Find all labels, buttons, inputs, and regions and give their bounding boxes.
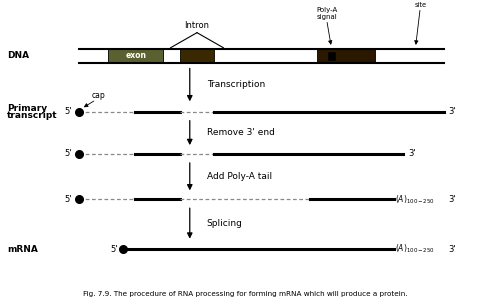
Text: Intron: Intron (184, 21, 210, 30)
Text: $(A)_{100-250}$: $(A)_{100-250}$ (395, 193, 435, 205)
Text: Splicing: Splicing (207, 219, 243, 228)
Text: 3': 3' (448, 245, 456, 253)
Text: 5': 5' (65, 195, 72, 204)
Text: mRNA: mRNA (7, 245, 38, 253)
Text: 3': 3' (448, 107, 456, 116)
Text: DNA: DNA (7, 51, 29, 60)
Text: 3': 3' (408, 149, 416, 159)
Text: $(A)_{100-250}$: $(A)_{100-250}$ (395, 243, 435, 255)
Text: Transcription: Transcription (207, 80, 265, 89)
Text: 3': 3' (448, 195, 456, 204)
Bar (317, 49, 375, 63)
Text: 5': 5' (65, 107, 72, 116)
Bar (328, 52, 335, 59)
Bar (180, 49, 214, 63)
Text: 5': 5' (110, 245, 118, 253)
Text: exon: exon (125, 51, 146, 60)
Text: Fig. 7.9. The procedure of RNA processing for forming mRNA which will produce a : Fig. 7.9. The procedure of RNA processin… (83, 291, 407, 298)
Text: Add Poly-A tail: Add Poly-A tail (207, 172, 272, 181)
Text: cap: cap (92, 91, 105, 100)
Bar (108, 49, 163, 63)
Text: Poly-A
signal: Poly-A signal (316, 7, 337, 20)
Text: transcript: transcript (7, 111, 58, 120)
Text: Primary: Primary (7, 103, 48, 113)
Text: Transcription
termination
site: Transcription termination site (399, 0, 442, 8)
Text: 5': 5' (65, 149, 72, 159)
Text: Remove 3' end: Remove 3' end (207, 128, 274, 137)
